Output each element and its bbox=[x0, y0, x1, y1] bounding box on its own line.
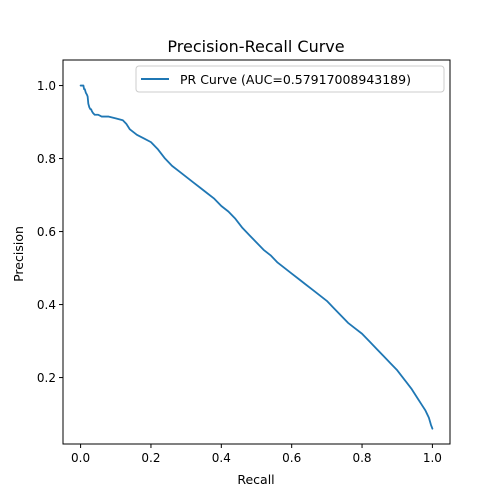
x-tick-label: 1.0 bbox=[423, 451, 442, 465]
axes-frame bbox=[62, 59, 451, 445]
series-layer bbox=[79, 84, 434, 430]
x-tick-label: 0.2 bbox=[141, 451, 160, 465]
y-axis: 0.2 0.4 0.6 0.8 1.0 bbox=[37, 79, 63, 385]
y-tick-label: 0.6 bbox=[37, 225, 56, 239]
y-axis-label: Precision bbox=[11, 226, 26, 282]
chart-title: Precision-Recall Curve bbox=[167, 37, 344, 56]
legend: PR Curve (AUC=0.57917008943189) bbox=[135, 65, 445, 93]
legend-frame bbox=[135, 65, 445, 93]
x-axis-label: Recall bbox=[237, 472, 274, 487]
x-tick-label: 0.6 bbox=[282, 451, 301, 465]
pr-curve-line bbox=[79, 84, 434, 430]
x-tick-label: 0.4 bbox=[212, 451, 231, 465]
y-tick-label: 0.8 bbox=[37, 152, 56, 166]
y-tick-label: 0.2 bbox=[37, 371, 56, 385]
y-tick-label: 1.0 bbox=[37, 79, 56, 93]
x-axis: 0.0 0.2 0.4 0.6 0.8 1.0 bbox=[71, 444, 442, 465]
y-tick-label: 0.4 bbox=[37, 298, 56, 312]
x-tick-label: 0.8 bbox=[352, 451, 371, 465]
x-tick-label: 0.0 bbox=[71, 451, 90, 465]
legend-label: PR Curve (AUC=0.57917008943189) bbox=[180, 72, 411, 87]
